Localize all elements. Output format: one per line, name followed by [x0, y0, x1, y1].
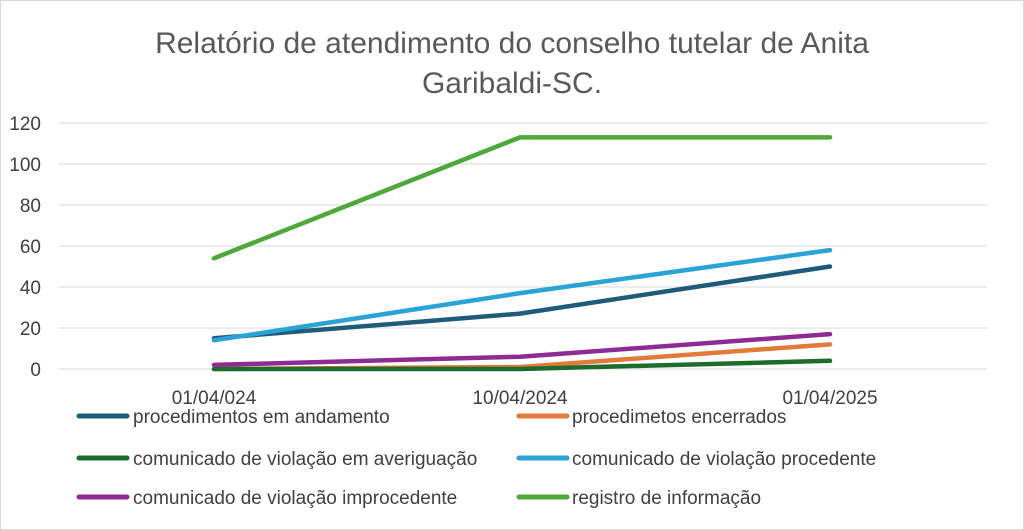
series-line: [211, 331, 833, 368]
y-tick-label: 100: [9, 155, 41, 176]
legend-item: procedimetos encerrados: [516, 407, 786, 428]
chart-title-line-2: Garibaldi-SC.: [422, 67, 602, 100]
y-tick-label: 60: [20, 237, 41, 258]
y-tick-label: 0: [30, 360, 41, 381]
y-tick-label: 40: [20, 278, 41, 299]
y-axis-ticks: 0 20 40 60 80 100 120: [9, 114, 41, 381]
legend-item: comunicado de violação em averiguação: [76, 449, 477, 470]
legend-label: comunicado de violação improcedente: [133, 488, 457, 509]
series-lines: [211, 135, 833, 372]
legend-item: comunicado de violação improcedente: [76, 488, 457, 509]
legend-label: procedimetos encerrados: [572, 407, 786, 428]
legend: procedimentos em andamento procedimetos e…: [76, 407, 876, 509]
legend-label: registro de informação: [572, 488, 761, 509]
x-tick-label: 10/04/2024: [472, 388, 568, 409]
gridlines: [59, 122, 987, 370]
y-tick-label: 20: [20, 319, 41, 340]
legend-label: comunicado de violação em averiguação: [133, 449, 477, 470]
y-tick-label: 120: [9, 114, 41, 135]
chart-title-line-1: Relatório de atendimento do conselho tut…: [155, 27, 869, 60]
x-axis-ticks: 01/04/024 10/04/2024 01/04/2025: [172, 388, 878, 409]
legend-item: registro de informação: [516, 488, 761, 509]
x-tick-label: 01/04/2025: [782, 388, 877, 409]
legend-item: procedimentos em andamento: [76, 407, 390, 428]
series-line: [211, 264, 833, 341]
y-tick-label: 80: [20, 196, 41, 217]
legend-item: comunicado de violação procedente: [516, 449, 876, 470]
legend-label: comunicado de violação procedente: [572, 449, 876, 470]
legend-label: procedimentos em andamento: [133, 407, 390, 428]
series-line: [211, 358, 833, 372]
series-line: [211, 247, 833, 343]
x-tick-label: 01/04/024: [172, 388, 257, 409]
series-line: [211, 135, 833, 261]
